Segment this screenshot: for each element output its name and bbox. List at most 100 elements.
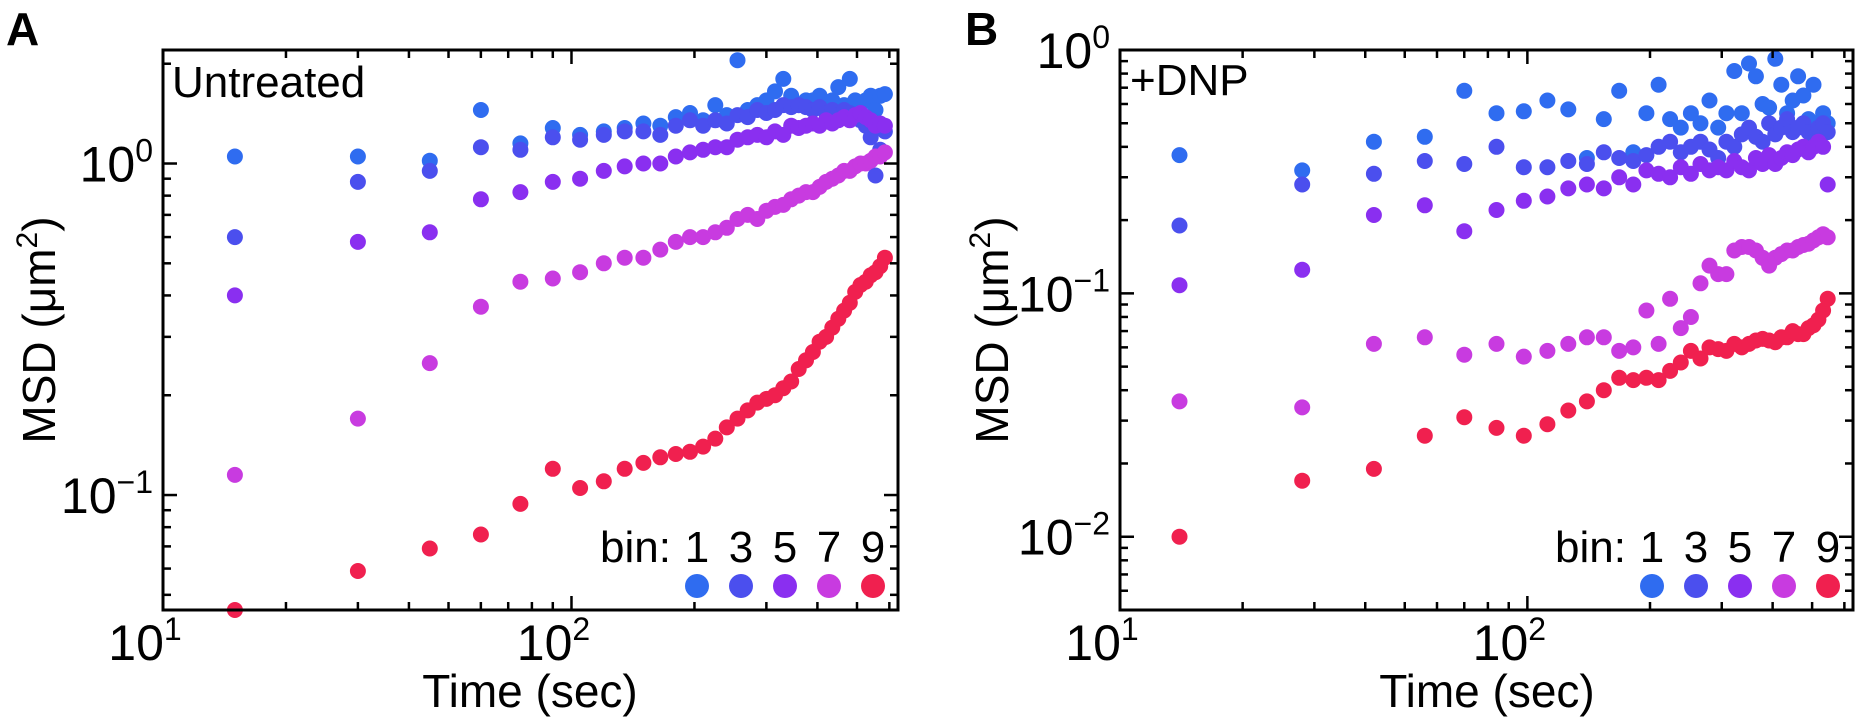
panel-a-point-bin5 (876, 117, 893, 134)
panel-a-legend: bin: 1 3 5 7 9 (600, 523, 885, 598)
panel-b-point-bin7 (1718, 266, 1735, 283)
panel-a-condition-label: Untreated (172, 58, 365, 107)
panel-a-point-bin9 (616, 460, 633, 477)
panel-b-point-bin7 (1650, 335, 1667, 352)
panel-b-point-bin7 (1611, 342, 1628, 359)
panel-a-legend-label: 7 (817, 523, 841, 572)
panel-a-point-bin3 (226, 229, 243, 246)
panel-b-point-bin1 (1456, 82, 1473, 99)
panel-a-point-bin5 (349, 233, 366, 250)
panel-b-point-bin3 (1611, 150, 1628, 166)
panel-b-point-bin9 (1662, 362, 1679, 379)
panel-b-point-bin7 (1560, 335, 1577, 352)
panel-a-point-bin9 (635, 454, 652, 471)
panel-a-point-bin7 (226, 466, 243, 483)
panel-a-point-bin3 (867, 167, 884, 184)
panel-a-point-bin9 (349, 563, 366, 579)
panel-a-x-tick-label: 101 (108, 611, 181, 671)
panel-a-y-tick-label: 100 (80, 133, 153, 193)
panel-b-point-bin1 (1560, 101, 1577, 118)
panel-a-point-bin9 (718, 419, 735, 436)
panel-a-x-tick-label: 102 (517, 611, 590, 671)
panel-b-point-bin9 (1539, 416, 1556, 433)
panel-a-legend-marker (773, 574, 797, 598)
panel-b-point-bin1 (1662, 111, 1679, 128)
panel-b-point-bin9 (1595, 382, 1612, 399)
panel-a-point-bin7 (512, 273, 529, 290)
panel-b-point-bin1 (1294, 162, 1311, 179)
panel-a-point-bin9 (707, 430, 724, 447)
panel-a-ticks: 101 102 10−1 100 (61, 50, 898, 671)
panel-b-point-bin1 (1515, 103, 1532, 120)
panel-a-point-bin5 (572, 170, 589, 187)
panel-a-point-bin3 (667, 117, 684, 134)
panel-b-point-bin1 (1539, 92, 1556, 109)
panel-b-point-bin7 (1672, 320, 1689, 337)
panel-b-point-bin5 (1171, 277, 1188, 294)
panel-b-point-bin1 (1416, 128, 1433, 145)
panel-a-point-bin9 (595, 473, 612, 490)
panel-a-point-bin7 (572, 264, 589, 281)
panel-b-point-bin1 (1718, 105, 1735, 122)
panel-b-y-tick-label: 10−2 (1018, 506, 1110, 566)
panel-b-point-bin7 (1819, 229, 1836, 246)
panel-a-point-bin7 (718, 219, 735, 236)
panel-b-x-tick-label: 102 (1473, 611, 1546, 671)
panel-b-point-bin1 (1682, 105, 1699, 122)
panel-b-legend-label: 1 (1640, 523, 1664, 572)
panel-b-point-bin5 (1682, 165, 1699, 182)
panel-b-point-bin1 (1611, 82, 1628, 99)
panel-b-point-bin1 (1733, 105, 1750, 122)
panel-b-point-bin9 (1365, 460, 1382, 477)
panel-a-point-bin3 (682, 112, 698, 129)
panel-b-point-bin1 (1701, 92, 1718, 109)
panel-b-point-bin7 (1539, 342, 1556, 359)
panel-b-point-bin7 (1625, 339, 1642, 356)
panel-b-point-bin1 (1726, 63, 1743, 79)
panel-b-point-bin1 (1365, 133, 1382, 150)
panel-a-point-bin3 (695, 117, 712, 134)
panel-b-point-bin3 (1638, 147, 1655, 164)
panel-b-point-bin1 (1741, 55, 1757, 72)
panel-a-point-bin1 (729, 52, 746, 69)
panel-b-point-bin5 (1539, 188, 1556, 205)
panel-b-legend-marker (1772, 574, 1796, 598)
panel-b-point-bin9 (1294, 472, 1311, 489)
panel-b-point-bin1 (1747, 68, 1764, 85)
panel-a-point-bin5 (616, 158, 633, 175)
panel-b-legend-label: 9 (1816, 523, 1840, 572)
panel-a-point-bin1 (876, 86, 893, 103)
panel-b-point-bin3 (1625, 153, 1642, 169)
panel-b-legend-label: 5 (1728, 523, 1752, 572)
panel-a-point-bin3 (349, 173, 366, 190)
panel-b-legend-label: 3 (1684, 523, 1708, 572)
panel-a-point-bin9 (876, 249, 893, 266)
panel-a-point-bin9 (695, 438, 712, 455)
panel-a-point-bin9 (783, 373, 800, 390)
panel-b-point-bin9 (1819, 290, 1836, 307)
panel-a-point-bin7 (667, 233, 684, 250)
panel-a-point-bin1 (775, 70, 792, 87)
panel-a-points (226, 52, 893, 618)
panel-b-point-bin9 (1638, 369, 1655, 386)
panel-a-point-bin5 (652, 155, 669, 172)
panel-a-point-bin9 (572, 480, 589, 496)
panel-a-point-bin5 (226, 287, 243, 304)
panel-a-point-bin1 (349, 148, 366, 165)
panel-a-point-bin3 (472, 139, 489, 156)
panel-b-point-bin5 (1365, 207, 1382, 223)
panel-a-point-bin5 (512, 184, 529, 201)
panel-a-point-bin5 (667, 148, 684, 165)
panel-b-point-bin3 (1488, 138, 1505, 155)
panel-a-point-bin7 (544, 270, 561, 287)
panel-a-point-bin3 (718, 115, 735, 132)
panel-b-legend-marker (1816, 574, 1840, 598)
panel-b-point-bin5 (1515, 192, 1532, 209)
panel-a-point-bin9 (652, 449, 669, 466)
panel-b-x-tick-label: 101 (1065, 611, 1138, 671)
panel-a-point-bin3 (616, 123, 633, 140)
panel-a-point-bin7 (695, 229, 712, 246)
panel-b-point-bin1 (1767, 50, 1784, 67)
panel-a-point-bin3 (635, 123, 652, 140)
panel-b-point-bin9 (1171, 528, 1188, 545)
